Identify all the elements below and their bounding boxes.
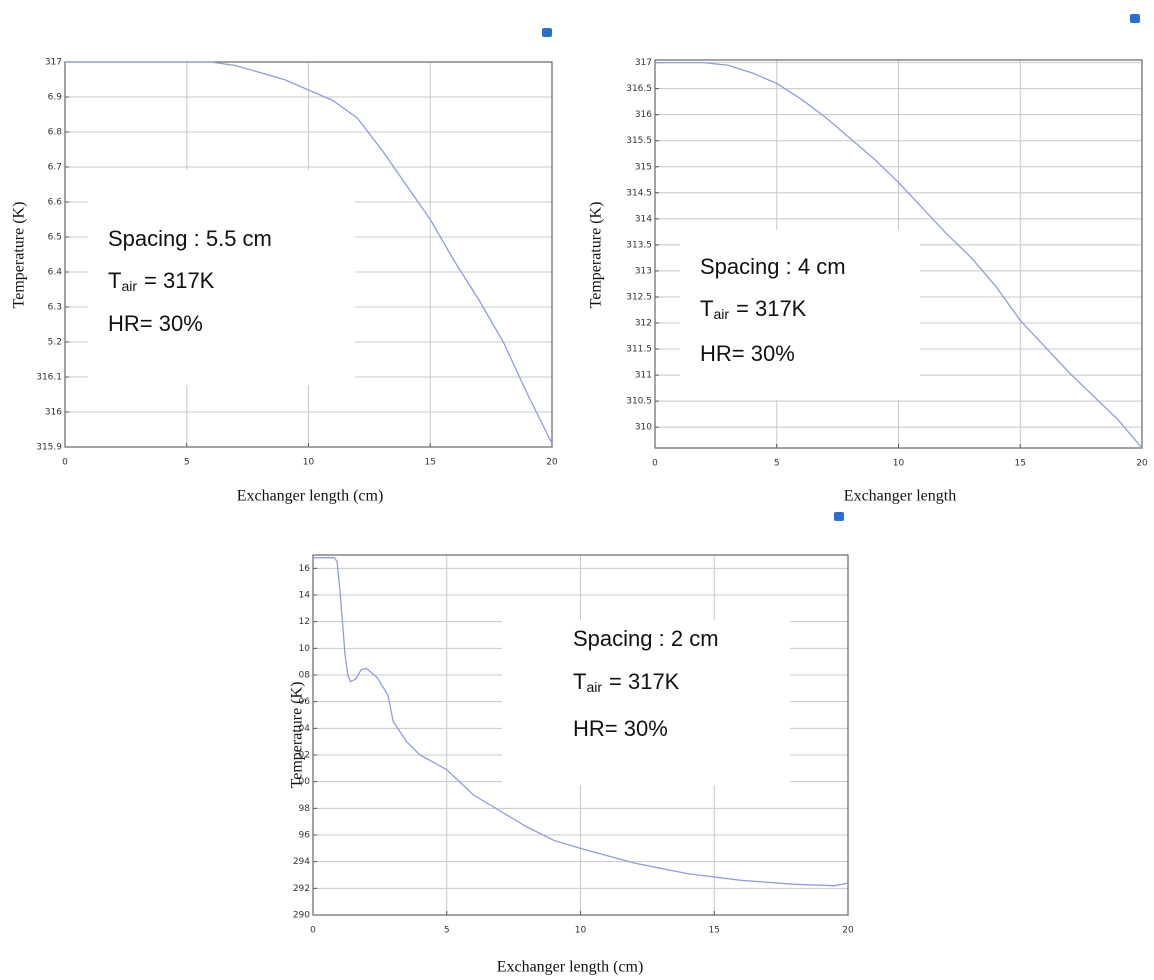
icon: [542, 28, 552, 37]
y-tick-label: 08: [299, 671, 311, 681]
y-tick-label: 02: [299, 751, 310, 761]
y-tick-label: 6.6: [48, 198, 63, 208]
y-tick-label: 12: [299, 617, 310, 627]
x-tick-label: 0: [310, 926, 316, 936]
icon: [1130, 14, 1140, 23]
y-tick-label: 315.9: [36, 443, 62, 453]
annotation-hr: HR= 30%: [573, 716, 668, 741]
x-tick-label: 20: [546, 458, 558, 468]
y-tick-label: 310: [635, 423, 652, 433]
y-tick-label: 316: [45, 408, 62, 418]
data-line: [65, 61, 553, 444]
annotation-tair: Tair = 317K: [108, 268, 215, 294]
y-tick-label: 316.1: [36, 373, 62, 383]
y-axis-label: Temperature (K): [11, 202, 28, 309]
y-tick-label: 6.4: [48, 268, 63, 278]
annotation-hr: HR= 30%: [700, 341, 795, 366]
y-tick-label: 98: [299, 804, 311, 814]
x-tick-label: 0: [62, 458, 68, 468]
annotation-spacing: Spacing : 4 cm: [700, 254, 846, 279]
y-tick-label: 04: [299, 724, 311, 734]
y-tick-label: 311: [635, 371, 652, 381]
y-tick-label: 14: [299, 591, 311, 601]
annotation-tair-value: = 317K: [736, 296, 807, 321]
y-tick-label: 317: [635, 58, 652, 68]
x-tick-label: 10: [893, 459, 905, 469]
annotation-tair: Tair = 317K: [700, 296, 807, 322]
annotation-sub: air: [586, 679, 602, 695]
plot-frame: [64, 61, 553, 448]
x-tick-label: 20: [1136, 459, 1148, 469]
y-tick-label: 312.5: [626, 292, 652, 302]
annotation-box: [502, 620, 790, 785]
icon: [834, 512, 844, 521]
annotation-spacing: Spacing : 2 cm: [573, 626, 719, 651]
x-axis-label: Exchanger length (cm): [237, 488, 384, 505]
y-tick-label: 311.5: [626, 345, 652, 355]
y-tick-label: 292: [293, 884, 310, 894]
x-tick-label: 15: [709, 926, 720, 936]
x-tick-label: 10: [303, 458, 315, 468]
x-tick-label: 10: [575, 926, 587, 936]
y-tick-label: 16: [299, 564, 311, 574]
y-tick-label: 290: [293, 911, 310, 921]
y-tick-label: 294: [293, 857, 310, 867]
y-tick-label: 316: [635, 110, 652, 120]
y-tick-label: 314.5: [626, 188, 652, 198]
annotation-spacing: Spacing : 5.5 cm: [108, 226, 272, 251]
x-tick-label: 5: [444, 926, 450, 936]
x-tick-label: 5: [184, 458, 190, 468]
annotation-t: T: [573, 669, 586, 694]
y-tick-label: 6.3: [48, 303, 62, 313]
y-axis-label: Temperature (K): [289, 682, 306, 789]
y-tick-label: 00: [299, 777, 311, 787]
annotation-hr: HR= 30%: [108, 311, 203, 336]
y-tick-label: 315.5: [626, 136, 652, 146]
annotation-sub: air: [713, 306, 729, 322]
annotation-box: [680, 230, 920, 400]
x-tick-label: 0: [652, 459, 658, 469]
annotation-tair: Tair = 317K: [573, 669, 680, 695]
x-tick-label: 15: [1015, 459, 1026, 469]
y-tick-label: 6.8: [48, 128, 63, 138]
y-tick-label: 310.5: [626, 397, 652, 407]
y-tick-label: 06: [299, 697, 311, 707]
annotation-sub: air: [121, 278, 137, 294]
x-tick-label: 15: [425, 458, 436, 468]
data-line: [313, 557, 849, 887]
y-tick-label: 96: [299, 831, 311, 841]
x-tick-label: 20: [842, 926, 854, 936]
y-tick-label: 5.2: [48, 338, 62, 348]
x-axis-label: Exchanger length (cm): [497, 959, 644, 976]
annotation-tair-value: = 317K: [609, 669, 680, 694]
annotation-t: T: [700, 296, 713, 321]
y-tick-label: 313: [635, 266, 652, 276]
plot-frame: [312, 554, 849, 916]
annotation-t: T: [108, 268, 121, 293]
y-tick-label: 10: [299, 644, 311, 654]
y-tick-label: 317: [45, 58, 62, 68]
y-tick-label: 316.5: [626, 84, 652, 94]
y-tick-label: 312: [635, 319, 652, 329]
x-axis-label: Exchanger length: [844, 488, 956, 505]
data-line: [655, 61, 1143, 449]
y-tick-label: 313.5: [626, 240, 652, 250]
x-tick-label: 5: [774, 459, 780, 469]
y-axis-label: Temperature (K): [588, 202, 605, 309]
plot-frame: [654, 59, 1143, 449]
y-tick-label: 6.5: [48, 233, 62, 243]
y-tick-label: 6.7: [48, 163, 62, 173]
annotation-tair-value: = 317K: [144, 268, 215, 293]
y-tick-label: 314: [635, 214, 652, 224]
y-tick-label: 6.9: [48, 93, 63, 103]
y-tick-label: 315: [635, 162, 652, 172]
annotation-box: [88, 170, 355, 385]
